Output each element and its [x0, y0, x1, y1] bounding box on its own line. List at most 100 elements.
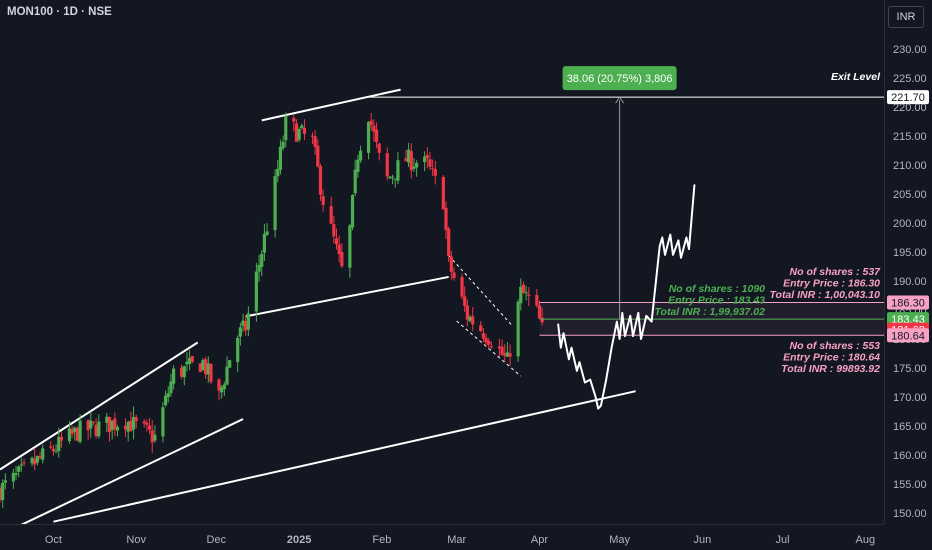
currency-button[interactable]: INR	[888, 6, 924, 28]
candle-body	[78, 420, 82, 442]
candle-body	[185, 361, 189, 365]
candle-body	[489, 346, 494, 348]
candle-body	[318, 166, 323, 195]
rising-wedge-top-line	[261, 88, 401, 122]
candle-body	[535, 294, 539, 306]
price-tag-180.64	[887, 328, 929, 343]
candle-body	[86, 420, 90, 431]
candle-body	[350, 194, 355, 228]
candle-body	[11, 472, 15, 482]
candle-body	[260, 253, 264, 267]
annotation-top-line-1: Entry Price : 186.30	[783, 278, 880, 290]
candle-body	[257, 264, 261, 272]
candle-body	[519, 286, 523, 304]
annotation-bottom-line-0: No of shares : 553	[790, 340, 881, 352]
candle-body	[265, 231, 269, 235]
candle-body	[1, 482, 5, 501]
y-tick-label: 205.00	[893, 189, 927, 201]
candle-body	[321, 196, 325, 206]
candle-body	[479, 325, 483, 332]
x-tick-label: Aug	[856, 534, 876, 546]
y-tick-label: 175.00	[893, 363, 927, 375]
flag-dashed-line-2	[456, 320, 522, 377]
candle-body	[169, 381, 173, 394]
candle-body	[428, 159, 432, 167]
time-axis-bg	[0, 524, 884, 550]
candle-body	[527, 294, 531, 296]
candle-body	[73, 427, 77, 433]
measure-label: 38.06 (20.75%) 3,806	[567, 73, 673, 85]
candle-body	[59, 436, 64, 441]
price-lines	[368, 96, 884, 336]
candle-body	[278, 146, 283, 170]
candle-body	[412, 166, 416, 169]
annotation-top-line-0: No of shares : 537	[790, 266, 882, 278]
candle-body	[54, 450, 58, 452]
projected-price-path	[557, 184, 696, 410]
candle-body	[332, 224, 336, 237]
candle-body	[460, 276, 464, 297]
candle-body	[468, 316, 472, 322]
candle-body	[3, 480, 7, 483]
candle-body	[431, 168, 435, 170]
time-axis: Oct Nov Dec 2025 Feb Mar Apr May Jun Jul Aug	[0, 524, 884, 550]
x-tick-label: Jun	[694, 534, 712, 546]
y-tick-label: 160.00	[893, 450, 927, 462]
candle-body	[409, 151, 413, 171]
annotation-mid-line-2: Total INR : 1,99,937.02	[655, 306, 766, 318]
candle-body	[302, 127, 307, 134]
candle-body	[228, 360, 232, 368]
candle-body	[110, 420, 114, 431]
x-tick-label: 2025	[287, 534, 311, 546]
trendlines	[0, 88, 636, 536]
annotation-bottom-line-2: Total INR : 99893.92	[781, 363, 880, 375]
y-tick-label: 170.00	[893, 392, 927, 404]
candle-body	[75, 428, 80, 441]
candle-body	[385, 153, 389, 177]
candle-body	[374, 129, 379, 142]
candle-body	[388, 176, 392, 179]
symbol-title[interactable]: MON100 · 1D · NSE	[7, 6, 112, 18]
candle-body	[166, 393, 170, 398]
candle-body	[57, 436, 61, 451]
candle-body	[316, 145, 320, 167]
candle-body	[254, 271, 258, 312]
candle-body	[236, 337, 240, 363]
candle-body	[505, 352, 510, 357]
candle-body	[220, 387, 224, 393]
rising-wedge-bottom-line	[245, 275, 449, 318]
candle-body	[537, 305, 542, 319]
flag-dashed-line-1	[448, 255, 514, 327]
projection-path	[557, 184, 696, 410]
candle-body	[105, 416, 109, 423]
x-tick-label: Feb	[372, 534, 391, 546]
candle-body	[313, 136, 317, 147]
y-tick-label: 225.00	[893, 73, 927, 85]
candle-body	[281, 141, 285, 149]
candle-body	[33, 458, 37, 465]
candle-body	[94, 424, 98, 437]
candle-body	[0, 487, 2, 501]
candle-body	[356, 159, 360, 172]
candle-body	[329, 206, 333, 224]
candle-body	[516, 301, 520, 357]
x-tick-label: Apr	[531, 534, 548, 546]
candle-body	[38, 455, 42, 458]
candle-body	[369, 120, 373, 126]
candle-body	[353, 169, 357, 194]
candle-body	[246, 313, 250, 330]
candle-body	[22, 462, 26, 464]
x-tick-label: Oct	[45, 534, 62, 546]
candle-body	[190, 356, 194, 362]
candle-body	[134, 417, 138, 421]
candle-body	[198, 363, 202, 373]
candle-body	[310, 135, 315, 137]
measure-arrow-head	[615, 96, 625, 104]
candle-body	[107, 416, 112, 433]
candle-body	[294, 123, 299, 142]
candle-body	[292, 117, 296, 122]
candle-body	[449, 256, 453, 272]
candle-body	[51, 448, 56, 452]
